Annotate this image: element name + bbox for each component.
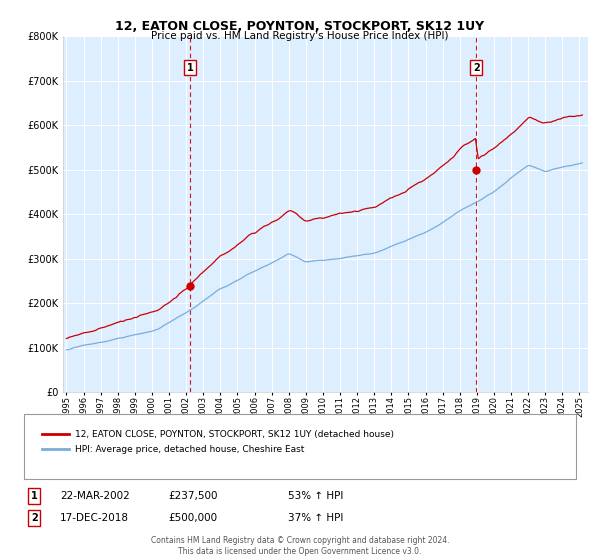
Text: 53% ↑ HPI: 53% ↑ HPI (288, 491, 343, 501)
Text: 22-MAR-2002: 22-MAR-2002 (60, 491, 130, 501)
Text: 12, EATON CLOSE, POYNTON, STOCKPORT, SK12 1UY (detached house): 12, EATON CLOSE, POYNTON, STOCKPORT, SK1… (75, 430, 394, 438)
Text: £237,500: £237,500 (168, 491, 218, 501)
Text: 2: 2 (473, 63, 479, 72)
Text: HPI: Average price, detached house, Cheshire East: HPI: Average price, detached house, Ches… (75, 445, 304, 454)
Text: 12, EATON CLOSE, POYNTON, STOCKPORT, SK12 1UY: 12, EATON CLOSE, POYNTON, STOCKPORT, SK1… (115, 20, 485, 32)
Text: 1: 1 (31, 491, 38, 501)
Text: £500,000: £500,000 (168, 513, 217, 523)
Text: Price paid vs. HM Land Registry's House Price Index (HPI): Price paid vs. HM Land Registry's House … (151, 31, 449, 41)
Text: 17-DEC-2018: 17-DEC-2018 (60, 513, 129, 523)
Text: 37% ↑ HPI: 37% ↑ HPI (288, 513, 343, 523)
Text: 2: 2 (31, 513, 38, 523)
Text: Contains HM Land Registry data © Crown copyright and database right 2024.
This d: Contains HM Land Registry data © Crown c… (151, 536, 449, 556)
Text: 1: 1 (187, 63, 193, 72)
